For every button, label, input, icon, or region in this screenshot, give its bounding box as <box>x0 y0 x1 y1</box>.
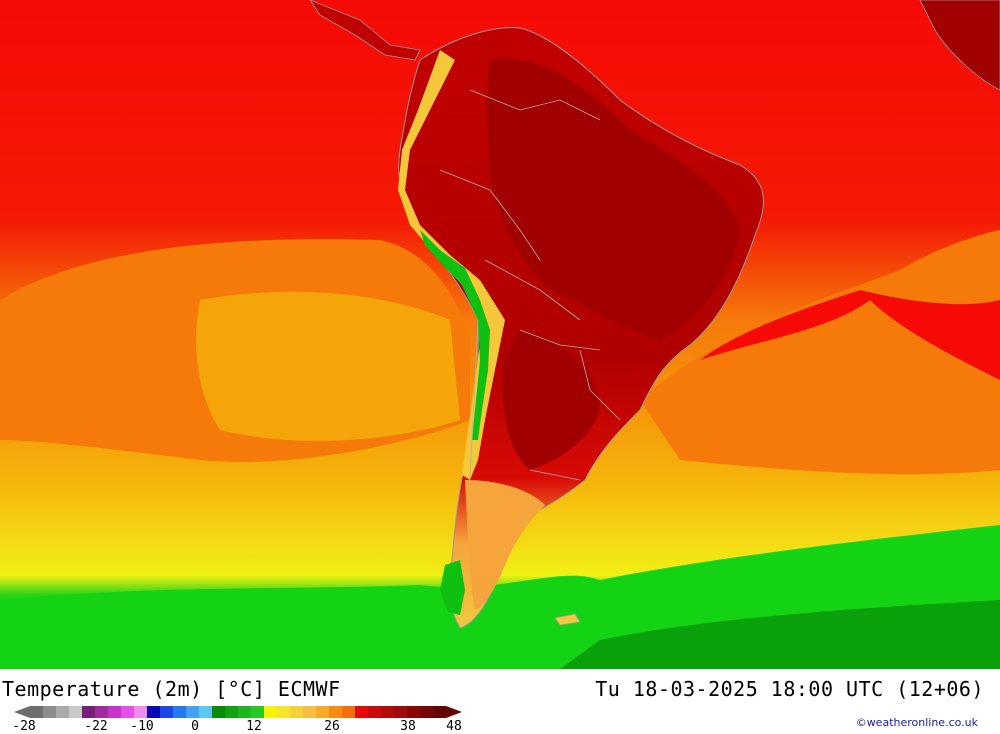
scale-swatch <box>173 706 187 718</box>
credit-link[interactable]: ©weatheronline.co.uk <box>855 716 978 729</box>
scale-swatch <box>134 706 148 718</box>
scale-swatch <box>251 706 265 718</box>
scale-swatch <box>95 706 109 718</box>
scale-swatch <box>381 706 395 718</box>
scale-swatch <box>407 706 421 718</box>
scale-swatch <box>355 706 369 718</box>
scale-swatch <box>43 706 57 718</box>
scale-swatch <box>316 706 330 718</box>
southern-dark-green <box>560 600 1000 669</box>
footer: Temperature (2m) [°C] ECMWF Tu 18-03-202… <box>0 669 1000 734</box>
chaco-hot-core <box>503 330 600 470</box>
scale-swatch <box>329 706 343 718</box>
scale-swatch <box>160 706 174 718</box>
scale-swatch <box>433 706 447 718</box>
scale-swatch <box>30 706 44 718</box>
map-canvas <box>0 0 1000 669</box>
scale-tick-label: 26 <box>324 719 340 734</box>
scale-tick-label: 12 <box>246 719 262 734</box>
patagonia-orange <box>465 480 545 610</box>
country-borders <box>439 89 621 481</box>
scale-swatch <box>420 706 434 718</box>
scale-swatch <box>368 706 382 718</box>
scale-swatch <box>342 706 356 718</box>
scale-swatch <box>121 706 135 718</box>
amazon-hot-core <box>487 58 740 340</box>
valid-time: Tu 18-03-2025 18:00 UTC (12+06) <box>595 677 984 701</box>
scale-swatch <box>303 706 317 718</box>
temperature-map <box>0 0 1000 669</box>
scale-tick-label: 0 <box>191 719 199 734</box>
pacific-cooler-tongue <box>196 291 460 441</box>
scale-tick-label: -28 <box>12 719 36 734</box>
scale-tick-label: -10 <box>130 719 154 734</box>
scale-swatch <box>277 706 291 718</box>
central-america <box>309 0 421 61</box>
color-scale: -28 -22 -10 0 12 26 38 48 <box>12 704 466 734</box>
scale-swatch <box>394 706 408 718</box>
scale-tick-label: 48 <box>446 719 462 734</box>
scale-arrow-right <box>446 706 462 718</box>
color-scale-bar <box>14 706 462 718</box>
scale-tick-label: 38 <box>400 719 416 734</box>
scale-swatch <box>56 706 70 718</box>
map-title: Temperature (2m) [°C] ECMWF <box>2 677 341 701</box>
atlantic-orange-zone <box>640 230 1000 475</box>
scale-swatch <box>225 706 239 718</box>
scale-arrow-left <box>14 706 30 718</box>
scale-swatch <box>147 706 161 718</box>
scale-swatch <box>108 706 122 718</box>
falklands <box>554 613 581 626</box>
scale-swatch <box>82 706 96 718</box>
scale-swatch <box>238 706 252 718</box>
scale-tick-label: -22 <box>84 719 108 734</box>
scale-swatch <box>264 706 278 718</box>
scale-swatch <box>199 706 213 718</box>
scale-swatch <box>186 706 200 718</box>
patagonia-andes-green <box>440 560 465 615</box>
atlantic-red-lobe <box>700 290 1000 380</box>
andes-green <box>420 230 490 440</box>
scale-swatch <box>212 706 226 718</box>
scale-swatch <box>69 706 83 718</box>
scale-swatch <box>290 706 304 718</box>
